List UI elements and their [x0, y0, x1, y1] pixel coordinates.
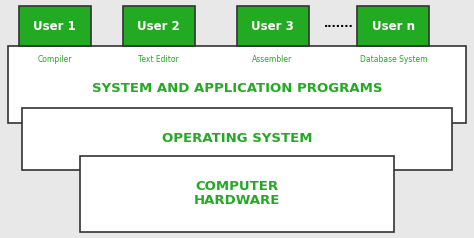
Text: .......: .......	[324, 19, 354, 29]
Bar	[80, 156, 394, 232]
Text: Database System: Database System	[360, 55, 427, 64]
Text: Compiler: Compiler	[37, 55, 72, 64]
Text: HARDWARE: HARDWARE	[194, 194, 280, 208]
Bar	[237, 6, 309, 46]
Bar	[8, 46, 466, 123]
Text: SYSTEM AND APPLICATION PROGRAMS: SYSTEM AND APPLICATION PROGRAMS	[92, 82, 382, 95]
Bar	[123, 6, 195, 46]
Text: COMPUTER: COMPUTER	[195, 180, 279, 193]
Text: Text Editor: Text Editor	[138, 55, 179, 64]
Text: OPERATING SYSTEM: OPERATING SYSTEM	[162, 133, 312, 145]
Text: User 1: User 1	[33, 20, 76, 33]
Text: Assembler: Assembler	[253, 55, 292, 64]
Bar	[357, 6, 429, 46]
Bar	[22, 108, 452, 170]
Text: User 3: User 3	[251, 20, 294, 33]
Text: User n: User n	[372, 20, 415, 33]
Text: User 2: User 2	[137, 20, 180, 33]
Bar	[18, 6, 91, 46]
